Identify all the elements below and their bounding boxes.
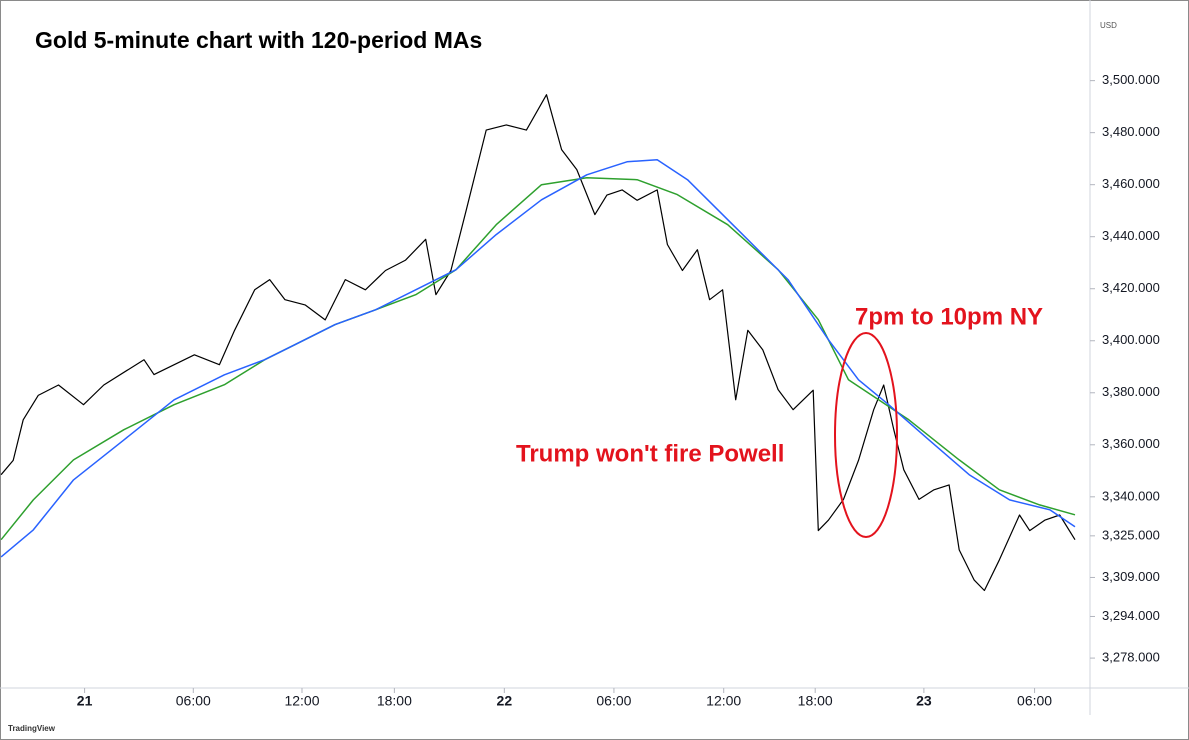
y-tick-label: 3,309.000 [1102,569,1160,584]
y-tick-label: 3,480.000 [1102,124,1160,139]
y-tick-label: 3,500.000 [1102,72,1160,87]
y-tick-label: 3,294.000 [1102,608,1160,623]
y-tick-label: 3,420.000 [1102,280,1160,295]
annotation: 7pm to 10pm NY [855,303,1043,330]
currency-label: USD [1100,21,1117,30]
price-line [0,94,1076,592]
x-tick-label: 06:00 [1017,693,1052,709]
x-tick-label: 22 [497,693,513,709]
x-tick-label: 18:00 [377,693,412,709]
highlight-ellipse [834,332,898,538]
x-tick-label: 12:00 [706,693,741,709]
price-line [0,158,1076,558]
y-tick-label: 3,340.000 [1102,488,1160,503]
chart-title: Gold 5-minute chart with 120-period MAs [35,27,482,53]
x-tick-label: 06:00 [596,693,631,709]
x-tick-label: 18:00 [798,693,833,709]
x-tick-label: 12:00 [284,693,319,709]
y-tick-label: 3,278.000 [1102,650,1160,665]
y-tick-label: 3,400.000 [1102,332,1160,347]
y-tick-label: 3,380.000 [1102,384,1160,399]
y-tick-label: 3,460.000 [1102,176,1160,191]
x-tick-label: 23 [916,693,932,709]
y-tick-label: 3,325.000 [1102,527,1160,542]
watermark: TradingView [8,724,56,733]
x-tick-label: 06:00 [176,693,211,709]
plot-area [0,94,1076,592]
y-tick-label: 3,440.000 [1102,228,1160,243]
x-tick-label: 21 [77,693,93,709]
y-tick-label: 3,360.000 [1102,436,1160,451]
annotation: Trump won't fire Powell [516,440,784,467]
